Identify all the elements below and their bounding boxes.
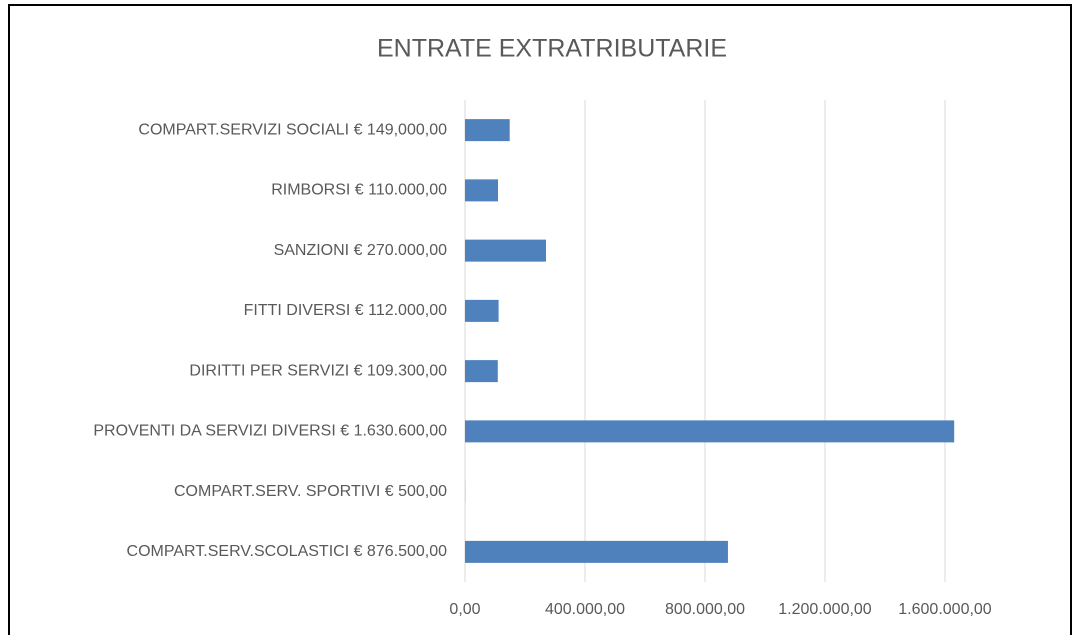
y-tick-label: FITTI DIVERSI € 112.000,00 [244,302,447,319]
y-tick-label: COMPART.SERVIZI SOCIALI € 149,000,00 [138,121,447,138]
y-tick-label: SANZIONI € 270.000,00 [274,242,448,259]
y-tick-label: PROVENTI DA SERVIZI DIVERSI € 1.630.600,… [93,423,447,440]
bar [465,540,728,563]
x-tick-label: 1.600.000,00 [898,601,992,618]
bar [465,299,499,322]
bar [465,420,955,443]
y-tick-label: COMPART.SERV.SCOLASTICI € 876.500,00 [127,543,448,560]
chart-title: ENTRATE EXTRATRIBUTARIE [377,35,727,63]
x-tick-label: 1.200.000,00 [778,601,872,618]
bar [465,239,546,262]
y-tick-label: COMPART.SERV. SPORTIVI € 500,00 [174,483,447,500]
bar [465,360,498,383]
x-tick-label: 800.000,00 [665,601,745,618]
x-tick-label: 0,00 [449,601,480,618]
x-tick-label: 400.000,00 [545,601,625,618]
bar [465,119,510,142]
y-tick-label: DIRITTI PER SERVIZI € 109.300,00 [189,362,447,379]
bar [465,179,498,202]
y-tick-label: RIMBORSI € 110.000,00 [271,182,447,199]
chart-frame [8,4,1072,635]
